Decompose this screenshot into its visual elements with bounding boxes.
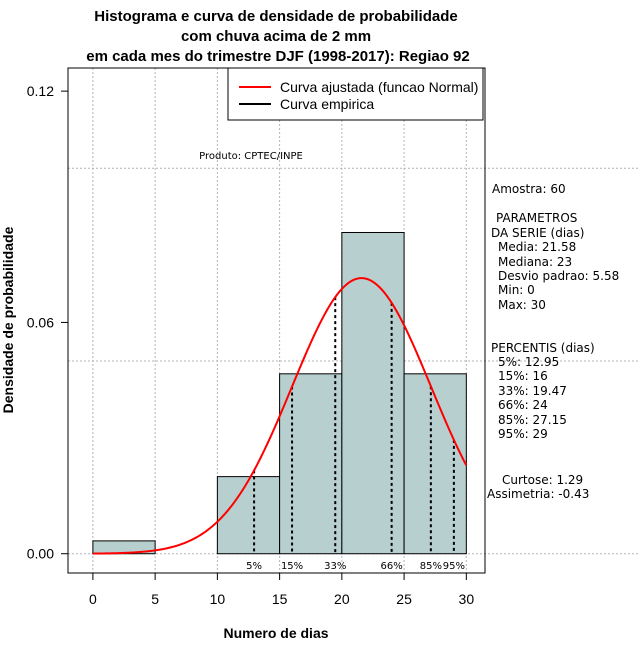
legend-label-empirical: Curva empirica [280, 96, 374, 112]
stat-params-title-1: PARAMETROS [496, 211, 577, 225]
stat-kurtosis: Curtose: 1.29 [502, 473, 583, 487]
stat-params-title-2: DA SERIE (dias) [491, 226, 584, 240]
product-annotation: Produto: CPTEC/INPE [199, 151, 303, 162]
stat-p15: 15%: 16 [498, 369, 548, 383]
percentile-lines [253, 297, 455, 554]
histogram-bar [216, 476, 281, 555]
percentile-label: 95% [443, 561, 465, 572]
x-tick-label: 10 [210, 591, 226, 607]
legend: Curva ajustada (funcao Normal) Curva emp… [227, 67, 484, 121]
x-tick-label: 15 [272, 591, 288, 607]
percentile-labels: 5% 15% 33% 66% 85% 95% [246, 561, 465, 572]
stat-median: Mediana: 23 [498, 255, 572, 269]
histogram-bar [341, 231, 405, 555]
normal-curve [92, 277, 468, 555]
x-axis: 0 5 10 15 20 25 30 [89, 572, 475, 607]
stat-sample-size: Amostra: 60 [492, 182, 566, 196]
legend-label-fitted: Curva ajustada (funcao Normal) [280, 79, 478, 95]
fitted-normal-curve [92, 277, 468, 555]
percentile-label: 33% [324, 561, 346, 572]
stats-panel: Amostra: 60 PARAMETROS DA SERIE (dias) M… [487, 182, 619, 501]
chart-title-line-1: Histograma e curva de densidade de proba… [94, 8, 457, 25]
x-tick-label: 25 [396, 591, 412, 607]
x-axis-label: Numero de dias [223, 625, 328, 641]
x-tick-label: 30 [459, 591, 475, 607]
histogram-bar [403, 373, 467, 555]
y-axis: 0.00 0.06 0.12 [27, 83, 69, 562]
stat-p33: 33%: 19.47 [498, 384, 567, 398]
percentile-label: 66% [381, 561, 403, 572]
y-axis-label: Densidade de probabilidade [0, 226, 16, 413]
legend-box [227, 67, 484, 121]
percentile-label: 5% [246, 561, 262, 572]
percentile-label: 15% [281, 561, 303, 572]
y-tick-label: 0.12 [27, 83, 54, 99]
stat-skewness: Assimetria: -0.43 [487, 487, 589, 501]
stat-percentiles-title: PERCENTIS (dias) [491, 341, 595, 355]
percentile-label: 85% [420, 561, 442, 572]
y-tick-label: 0.00 [27, 546, 54, 562]
stat-p95: 95%: 29 [498, 427, 548, 441]
chart-title-line-2: com chuva acima de 2 mm [181, 28, 371, 45]
stat-std-dev: Desvio padrao: 5.58 [498, 269, 619, 283]
chart-title-line-3: em cada mes do trimestre DJF (1998-2017)… [86, 48, 470, 65]
stat-p66: 66%: 24 [498, 398, 548, 412]
x-tick-label: 20 [334, 591, 350, 607]
stat-p85: 85%: 27.15 [498, 413, 567, 427]
y-tick-label: 0.06 [27, 314, 54, 330]
histogram-bars [92, 231, 467, 555]
x-tick-label: 0 [89, 591, 97, 607]
stat-p5: 5%: 12.95 [498, 355, 559, 369]
stat-min: Min: 0 [498, 283, 535, 297]
stat-mean: Media: 21.58 [498, 240, 576, 254]
x-tick-label: 5 [151, 591, 159, 607]
stat-max: Max: 30 [498, 298, 546, 312]
histogram-bar [279, 373, 343, 555]
